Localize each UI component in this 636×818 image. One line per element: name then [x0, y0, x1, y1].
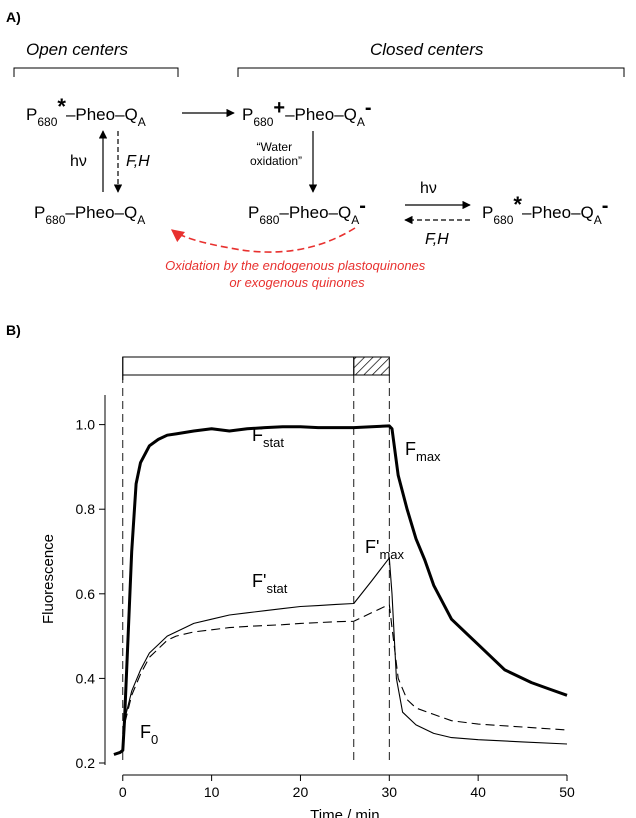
f-zero-label: F0 — [140, 722, 158, 747]
hv-label-right: hν — [420, 180, 437, 197]
closed-centers-bracket — [237, 67, 625, 77]
x-tick-label: 30 — [382, 784, 398, 800]
y-tick-label: 0.6 — [76, 586, 96, 602]
species-ground-open: P680–Pheo–QA — [34, 203, 145, 227]
y-tick-label: 0.4 — [76, 670, 96, 686]
panel-b: B) 0 10 20 30 40 50 0.2 0.4 0.6 0.8 1.0 Time / min F… — [6, 322, 575, 818]
y-axis-label: Fluorescence — [40, 534, 57, 624]
species-oxidized-closed: P680+–Pheo–QA- — [242, 97, 372, 129]
f-max-label: Fmax — [405, 439, 441, 464]
fluorescence-chart: 0 10 20 30 40 50 0.2 0.4 0.6 0.8 1.0 Time / min Fluo… — [40, 356, 575, 818]
f-stat-label: Fstat — [252, 425, 284, 450]
hv-label-left: hν — [70, 153, 87, 170]
series-line-dashed — [122, 603, 568, 751]
light-period-saturating — [353, 356, 390, 376]
fh-label-left: F,H — [126, 153, 150, 170]
oxidation-note: Oxidation by the endogenous plastoquinon… — [165, 258, 429, 290]
x-tick-label: 10 — [204, 784, 220, 800]
x-tick-label: 50 — [559, 784, 575, 800]
species-excited-open: P680*–Pheo–QA — [26, 94, 146, 129]
open-centers-bracket — [13, 67, 179, 77]
open-centers-label: Open centers — [26, 40, 129, 59]
f-prime-stat-label: F'stat — [252, 571, 288, 596]
y-tick-label: 0.2 — [76, 755, 96, 771]
arrow-reoxidation — [170, 227, 356, 253]
species-excited-closed: P680*–Pheo–QA- — [482, 192, 608, 227]
water-oxidation-label: “Water oxidation” — [250, 140, 302, 168]
y-tick-label: 0.8 — [76, 501, 96, 517]
x-axis-label: Time / min — [310, 807, 379, 818]
series-line-thick — [113, 424, 568, 756]
panel-a: A) Open centers Closed centers P680*–Phe… — [6, 9, 625, 290]
species-reduced-closed: P680–Pheo–QA- — [248, 195, 366, 227]
f-prime-max-label: F'max — [365, 537, 404, 562]
panel-b-label: B) — [6, 322, 21, 338]
fh-label-right: F,H — [425, 231, 449, 248]
series-line-thin — [122, 557, 568, 751]
panel-a-label: A) — [6, 9, 21, 25]
y-tick-label: 1.0 — [76, 417, 96, 433]
x-tick-label: 20 — [293, 784, 309, 800]
light-period-actinic — [122, 356, 355, 376]
x-tick-label: 40 — [470, 784, 486, 800]
closed-centers-label: Closed centers — [370, 40, 484, 59]
x-tick-label: 0 — [119, 784, 127, 800]
